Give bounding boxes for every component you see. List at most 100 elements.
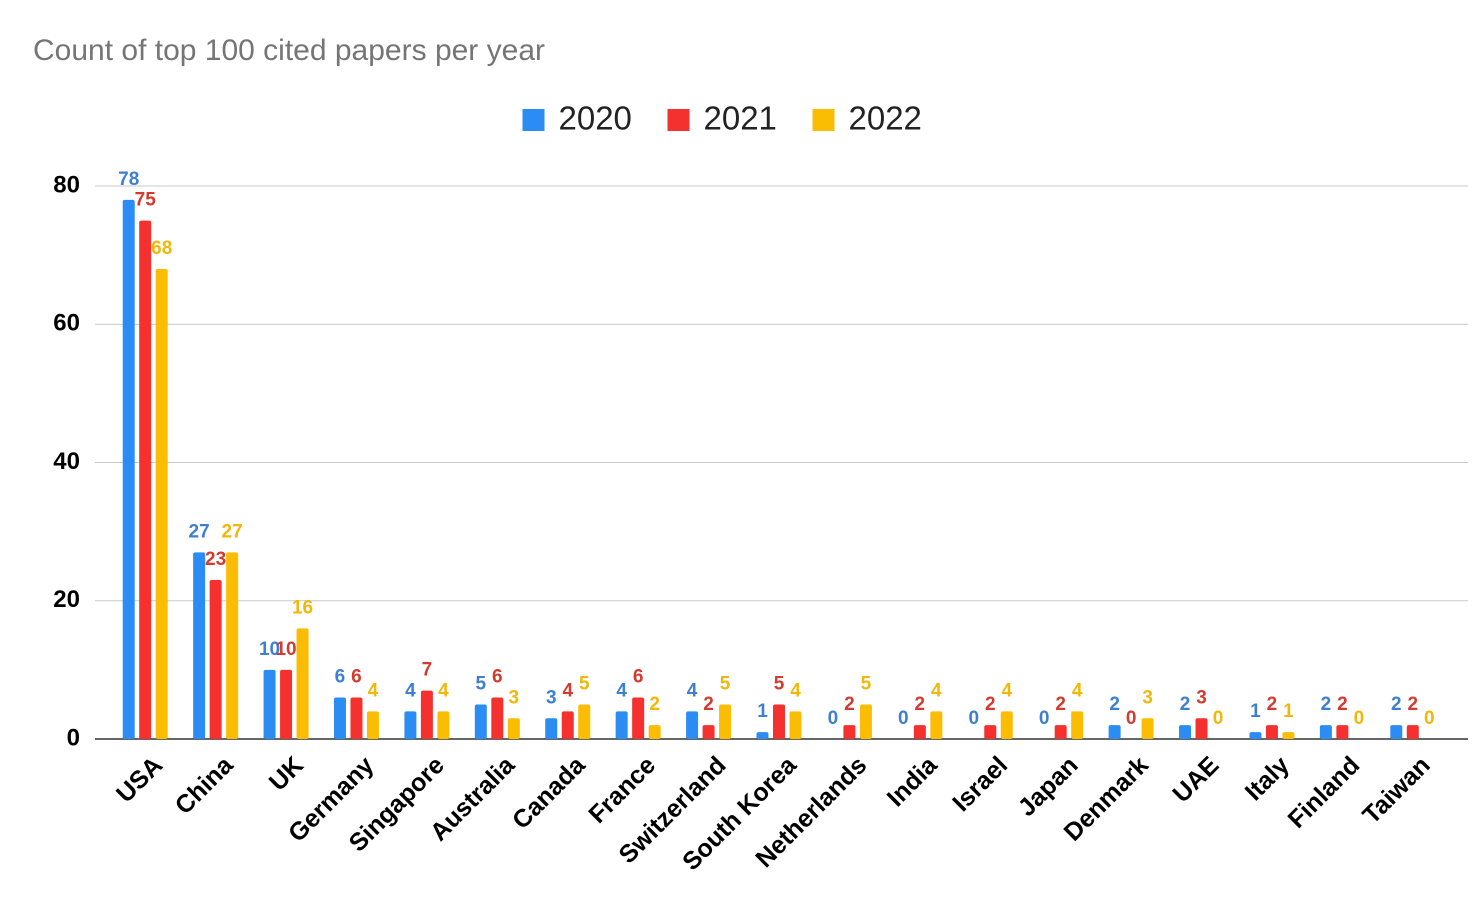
bar xyxy=(859,704,872,739)
bar xyxy=(930,711,943,739)
data-label: 3 xyxy=(509,687,520,708)
bar xyxy=(155,268,168,739)
data-label: 5 xyxy=(720,673,731,694)
x-tick-label: China xyxy=(170,750,240,820)
data-label: 5 xyxy=(861,673,872,694)
bar xyxy=(648,725,661,739)
bar xyxy=(366,711,379,739)
bar xyxy=(1141,718,1154,739)
data-label: 0 xyxy=(1354,708,1365,729)
data-label: 4 xyxy=(931,680,942,701)
data-label: 2 xyxy=(1055,694,1066,715)
bar xyxy=(789,711,802,739)
data-label: 6 xyxy=(351,667,362,688)
bar xyxy=(139,220,152,739)
legend-label: 2022 xyxy=(849,100,922,137)
bar xyxy=(843,725,856,739)
data-label: 6 xyxy=(335,667,346,688)
bar xyxy=(1406,725,1419,739)
data-label: 6 xyxy=(633,667,644,688)
data-label: 3 xyxy=(1196,687,1207,708)
data-label: 27 xyxy=(222,521,243,542)
bar xyxy=(1071,711,1084,739)
bar xyxy=(507,718,520,739)
bar xyxy=(1195,718,1208,739)
bar xyxy=(193,552,206,739)
bar xyxy=(632,697,645,739)
bar xyxy=(1319,725,1332,739)
data-label: 5 xyxy=(476,673,487,694)
bar xyxy=(1265,725,1278,739)
x-tick-label: Finland xyxy=(1283,751,1366,834)
data-label: 23 xyxy=(205,549,226,570)
bar xyxy=(578,704,591,739)
bar xyxy=(122,199,135,739)
y-tick-label: 60 xyxy=(53,310,80,337)
bar xyxy=(1179,725,1192,739)
bar xyxy=(404,711,417,739)
data-label: 2 xyxy=(1337,694,1348,715)
legend-marker xyxy=(667,109,690,131)
bar xyxy=(615,711,628,739)
data-label: 4 xyxy=(368,680,379,701)
data-label: 4 xyxy=(438,680,449,701)
data-label: 0 xyxy=(968,708,979,729)
bar xyxy=(756,732,769,739)
y-tick-label: 40 xyxy=(53,448,80,475)
bar xyxy=(491,697,504,739)
data-label: 1 xyxy=(1250,701,1261,722)
data-label: 7 xyxy=(422,660,433,681)
bar xyxy=(545,718,558,739)
bar xyxy=(913,725,926,739)
x-tick-label: Canada xyxy=(507,750,591,834)
y-tick-label: 20 xyxy=(53,586,80,613)
data-label: 2 xyxy=(1408,694,1419,715)
data-label: 27 xyxy=(189,521,210,542)
bar xyxy=(1000,711,1013,739)
bar xyxy=(1249,732,1262,739)
data-label: 2 xyxy=(1109,694,1120,715)
bar xyxy=(561,711,574,739)
bar xyxy=(686,711,699,739)
data-label: 10 xyxy=(275,639,296,660)
bar xyxy=(1108,725,1121,739)
x-tick-label: India xyxy=(882,750,944,812)
data-label: 6 xyxy=(492,667,503,688)
data-label: 4 xyxy=(405,680,416,701)
data-label: 0 xyxy=(1424,708,1435,729)
data-label: 75 xyxy=(135,190,157,211)
bar xyxy=(719,704,732,739)
x-tick-label: UK xyxy=(264,751,309,796)
data-label: 78 xyxy=(118,169,139,190)
data-label: 2 xyxy=(649,694,660,715)
data-label: 4 xyxy=(1001,680,1012,701)
data-label: 0 xyxy=(828,708,839,729)
data-label: 3 xyxy=(1142,687,1153,708)
data-label: 1 xyxy=(757,701,768,722)
data-label: 0 xyxy=(1213,708,1224,729)
data-label: 2 xyxy=(1391,694,1402,715)
x-tick-label: Taiwan xyxy=(1357,751,1435,829)
bar xyxy=(1390,725,1403,739)
x-tick-label: USA xyxy=(111,751,168,808)
bar xyxy=(773,704,785,739)
data-label: 4 xyxy=(562,680,573,701)
x-tick-label: UAE xyxy=(1167,751,1224,808)
bar xyxy=(1282,732,1295,739)
bar xyxy=(437,711,450,739)
data-label: 0 xyxy=(898,708,909,729)
bar xyxy=(350,697,363,739)
bar xyxy=(280,669,293,739)
chart-title: Count of top 100 cited papers per year xyxy=(33,34,545,67)
data-label: 2 xyxy=(1180,694,1191,715)
data-label: 2 xyxy=(1267,694,1278,715)
data-label: 0 xyxy=(1126,708,1137,729)
data-label: 2 xyxy=(844,694,855,715)
data-label: 3 xyxy=(546,687,557,708)
data-label: 0 xyxy=(1039,708,1050,729)
bar xyxy=(420,690,433,739)
legend-marker xyxy=(812,109,835,131)
bar xyxy=(296,628,309,739)
bar xyxy=(702,725,715,739)
